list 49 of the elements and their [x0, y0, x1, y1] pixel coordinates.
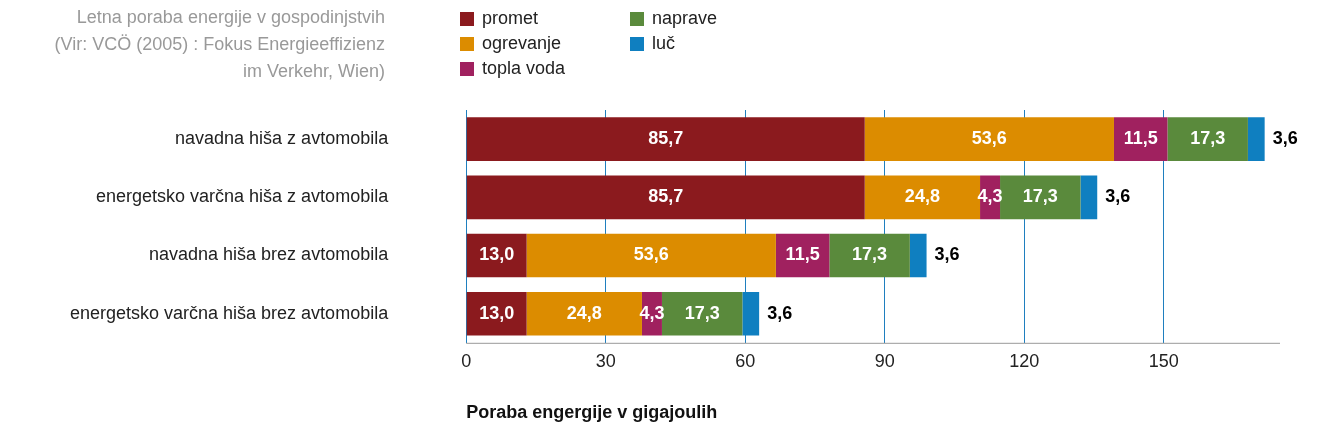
x-tick-label: 90 — [874, 350, 895, 371]
x-tick-label: 0 — [461, 350, 472, 371]
x-axis-title: Poraba engergije v gigajoulih — [466, 402, 718, 423]
x-tick-label: 120 — [1009, 350, 1040, 371]
bar — [1000, 175, 1081, 220]
bar — [909, 233, 927, 278]
data-label: 24,8 — [904, 186, 940, 207]
data-label: 53,6 — [971, 128, 1007, 149]
data-label: 11,5 — [785, 244, 820, 265]
bar — [1167, 117, 1248, 161]
y-tick-label: energetsko varčna hiša brez avtomobila — [69, 302, 390, 323]
x-tick-label: 150 — [1148, 350, 1179, 371]
data-label: 17,3 — [1022, 186, 1058, 207]
data-label: 3,6 — [1272, 128, 1298, 149]
data-label: 4,3 — [639, 302, 665, 323]
bar — [466, 117, 865, 161]
data-label: 17,3 — [852, 244, 888, 265]
data-label: 3,6 — [934, 244, 960, 265]
data-label: 11,5 — [1123, 128, 1158, 149]
bar — [526, 233, 776, 278]
bar — [864, 117, 1114, 161]
bar — [1247, 117, 1265, 161]
legend-label: promet — [482, 8, 539, 29]
data-label: 85,7 — [648, 186, 684, 207]
bar — [466, 175, 865, 220]
data-label: 13,0 — [479, 302, 515, 323]
data-label: 53,6 — [633, 244, 669, 265]
data-label: 13,0 — [479, 244, 515, 265]
data-label: 17,3 — [684, 302, 720, 323]
bar — [466, 291, 527, 336]
data-label: 17,3 — [1190, 128, 1226, 149]
y-tick-label: navadna hiša z avtomobila — [175, 128, 390, 149]
data-label: 4,3 — [977, 186, 1003, 207]
x-tick-label: 30 — [595, 350, 616, 371]
bar — [742, 291, 760, 336]
data-label: 3,6 — [767, 302, 793, 323]
data-label: 24,8 — [566, 302, 602, 323]
data-label: 3,6 — [1105, 186, 1131, 207]
text: Letna poraba energije v gospodinjstvih (Vir: VCÖ (2005) : Fokus Energieeffizienz im Verkehr, Wien) — [53, 6, 385, 83]
legend-label: naprave — [652, 8, 718, 29]
bar — [1080, 175, 1098, 220]
x-tick-label: 60 — [735, 350, 756, 371]
data-label: 85,7 — [648, 128, 684, 149]
legend-label: luč — [652, 33, 676, 54]
bar — [829, 233, 910, 278]
y-tick-label: energetsko varčna hiša z avtomobila — [96, 186, 390, 207]
legend-label: topla voda — [482, 58, 566, 79]
y-tick-label: navadna hiša brez avtomobila — [149, 244, 390, 265]
legend-label: ogrevanje — [482, 33, 562, 54]
